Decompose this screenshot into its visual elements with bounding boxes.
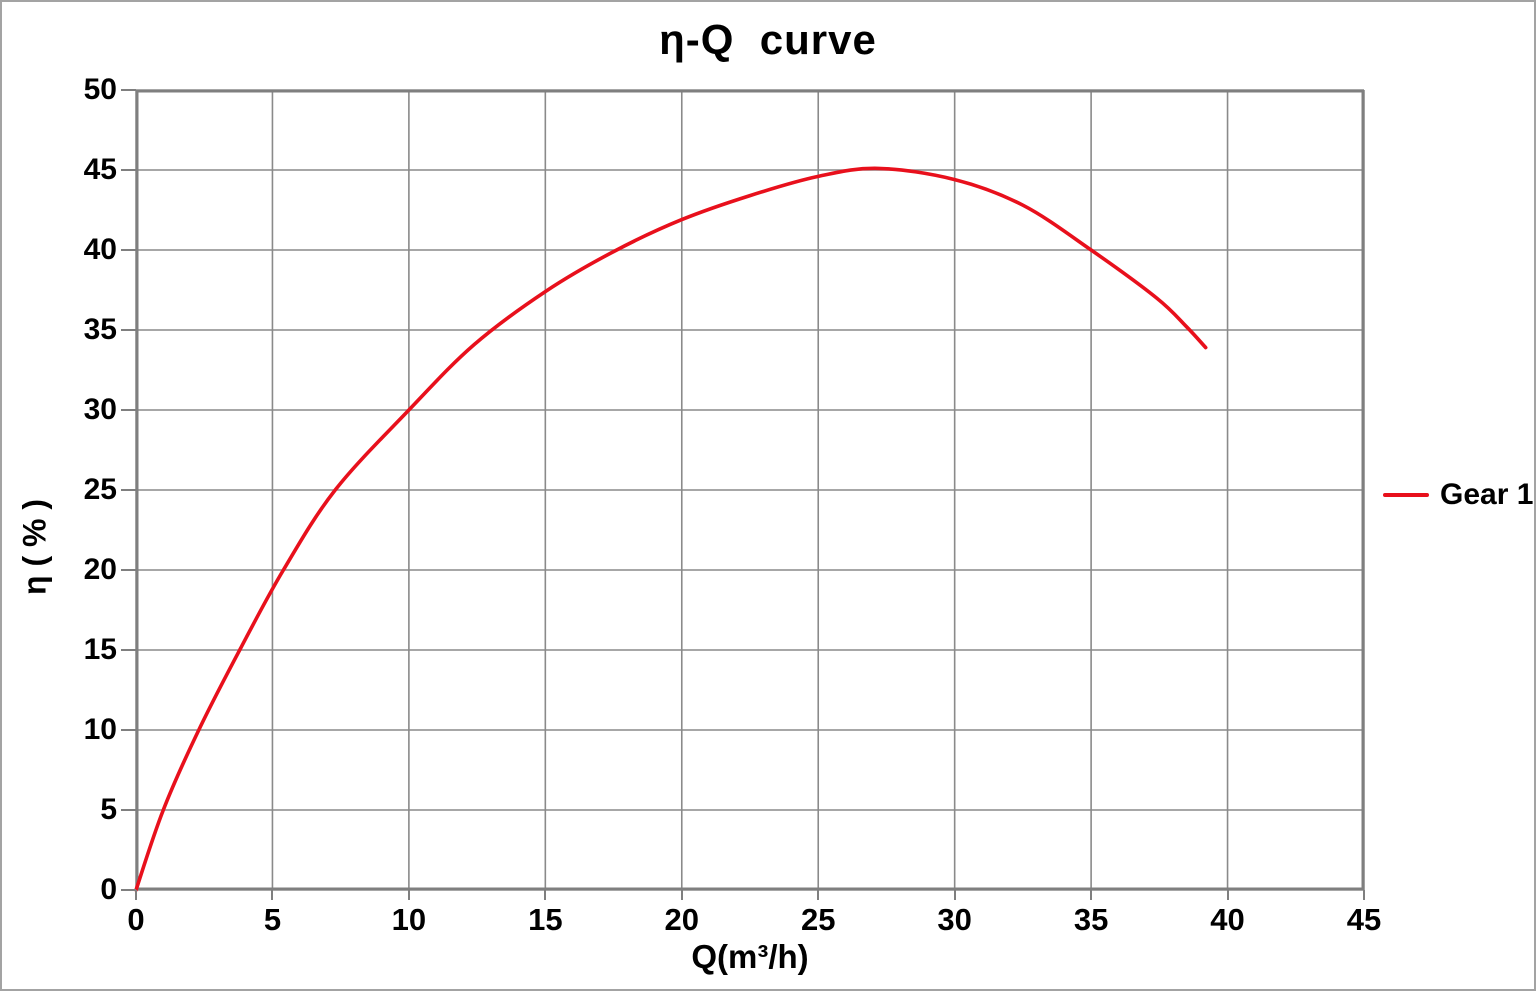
y-tick-label: 30 <box>83 393 117 426</box>
plot-border <box>136 90 1364 890</box>
x-tick-mark <box>544 890 547 900</box>
y-tick-label: 20 <box>83 553 117 586</box>
y-tick-mark <box>121 249 136 251</box>
series-line <box>134 166 1208 892</box>
legend-series-line-swatch <box>1383 493 1429 497</box>
y-tick-mark <box>121 649 136 651</box>
y-tick-label: 5 <box>100 793 117 826</box>
x-axis-title: Q(m³/h) <box>691 938 809 975</box>
y-tick-label: 45 <box>83 153 117 186</box>
y-tick-mark <box>121 889 136 891</box>
y-tick-mark <box>121 329 136 331</box>
chart-svg <box>134 89 1365 892</box>
y-tick-label: 0 <box>100 873 117 906</box>
x-tick-mark <box>271 890 274 900</box>
legend: Gear 1 <box>1383 479 1533 511</box>
plot-area <box>134 89 1365 892</box>
x-tick-label: 45 <box>1346 902 1382 937</box>
y-tick-label: 25 <box>83 473 117 506</box>
x-tick-label: 35 <box>1073 902 1109 937</box>
legend-label: Gear 1 <box>1440 478 1534 511</box>
x-tick-label: 20 <box>664 902 699 937</box>
y-tick-mark <box>121 169 136 171</box>
x-tick-mark <box>817 890 820 900</box>
x-tick-label: 30 <box>937 902 972 937</box>
y-tick-label: 10 <box>83 713 117 746</box>
x-tick-mark <box>680 890 683 900</box>
y-tick-label: 15 <box>83 633 117 666</box>
y-tick-mark <box>121 89 136 91</box>
x-tick-label: 15 <box>528 902 563 937</box>
y-tick-mark <box>121 809 136 811</box>
x-tick-mark <box>1090 890 1093 900</box>
y-tick-mark <box>121 729 136 731</box>
x-tick-mark <box>1226 890 1229 900</box>
chart-title: η-Q curve <box>659 16 877 63</box>
x-tick-label: 40 <box>1210 902 1245 937</box>
y-tick-mark <box>121 569 136 571</box>
x-tick-mark <box>407 890 410 900</box>
x-tick-mark <box>135 890 137 900</box>
y-tick-label: 40 <box>83 233 117 266</box>
x-tick-label: 10 <box>391 902 427 937</box>
x-tick-label: 0 <box>127 902 145 937</box>
x-tick-mark <box>953 890 956 900</box>
y-tick-mark <box>121 489 136 491</box>
y-tick-label: 35 <box>83 313 117 346</box>
y-tick-mark <box>121 409 136 411</box>
x-tick-label: 25 <box>800 902 836 937</box>
y-tick-label: 50 <box>83 73 117 106</box>
x-tick-mark <box>1363 890 1365 900</box>
x-tick-label: 5 <box>263 902 282 937</box>
